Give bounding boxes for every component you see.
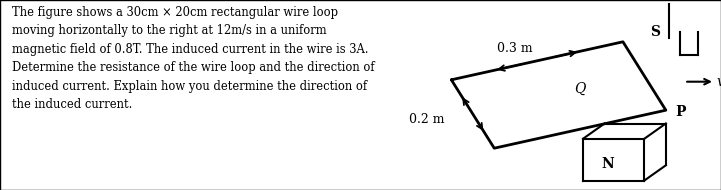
Text: The figure shows a 30cm × 20cm rectangular wire loop
moving horizontally to the : The figure shows a 30cm × 20cm rectangul… [12, 6, 374, 111]
Text: 0.3 m: 0.3 m [497, 42, 532, 55]
Text: S: S [650, 25, 660, 39]
Text: Q: Q [575, 82, 585, 96]
Text: N: N [601, 157, 614, 171]
Text: P: P [675, 105, 686, 119]
Text: v: v [717, 75, 721, 89]
Text: 0.2 m: 0.2 m [409, 113, 445, 126]
